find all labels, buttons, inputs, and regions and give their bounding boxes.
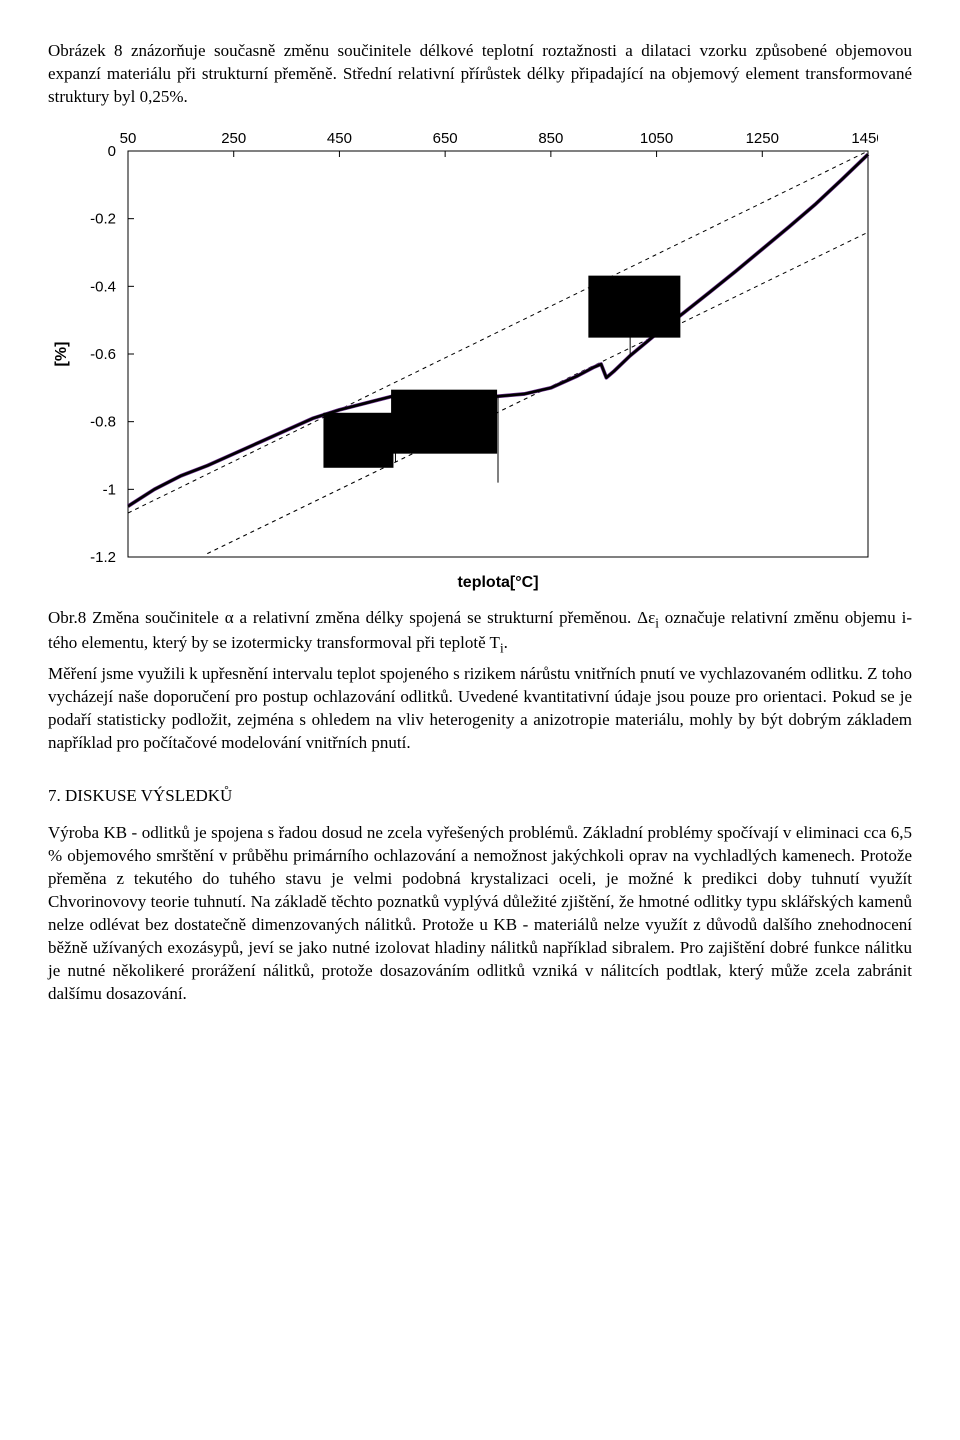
section-heading: 7. DISKUSE VÝSLEDKŮ bbox=[48, 785, 912, 808]
svg-text:450: 450 bbox=[327, 130, 352, 147]
svg-text:-1: -1 bbox=[103, 481, 116, 498]
svg-text:1250: 1250 bbox=[746, 130, 779, 147]
intro-paragraph: Obrázek 8 znázorňuje současně změnu souč… bbox=[48, 40, 912, 109]
svg-text:1050: 1050 bbox=[640, 130, 673, 147]
svg-text:-1.2: -1.2 bbox=[90, 549, 116, 566]
caption-text: . bbox=[504, 633, 508, 652]
svg-text:50: 50 bbox=[120, 130, 137, 147]
svg-text:-0.8: -0.8 bbox=[90, 413, 116, 430]
svg-text:1450: 1450 bbox=[851, 130, 878, 147]
svg-text:-0.4: -0.4 bbox=[90, 278, 116, 295]
caption-text: Obr.8 Změna součinitele bbox=[48, 608, 225, 627]
svg-text:-0.6: -0.6 bbox=[90, 346, 116, 363]
chart-container: 50 250 450 650 850 1050 1250 1450 0 -0.2 -0.4 -0.6 -… bbox=[48, 127, 912, 597]
svg-text:250: 250 bbox=[221, 130, 246, 147]
svg-text:850: 850 bbox=[538, 130, 563, 147]
svg-text:0: 0 bbox=[108, 143, 116, 160]
figure-caption: Obr.8 Změna součinitele α a relativní zm… bbox=[48, 607, 912, 658]
caption-text: a relativní změna délky spojená se struk… bbox=[234, 608, 656, 627]
svg-text:-0.2: -0.2 bbox=[90, 210, 116, 227]
svg-text:650: 650 bbox=[433, 130, 458, 147]
body-paragraph: Měření jsme využili k upřesnění interval… bbox=[48, 663, 912, 755]
svg-text:[%]: [%] bbox=[53, 341, 70, 366]
dilatation-chart: 50 250 450 650 850 1050 1250 1450 0 -0.2 -0.4 -0.6 -… bbox=[48, 127, 878, 597]
svg-text:teplota[°C]: teplota[°C] bbox=[457, 574, 538, 591]
body-paragraph: Výroba KB - odlitků je spojena s řadou d… bbox=[48, 822, 912, 1006]
alpha-symbol: α bbox=[225, 608, 234, 627]
